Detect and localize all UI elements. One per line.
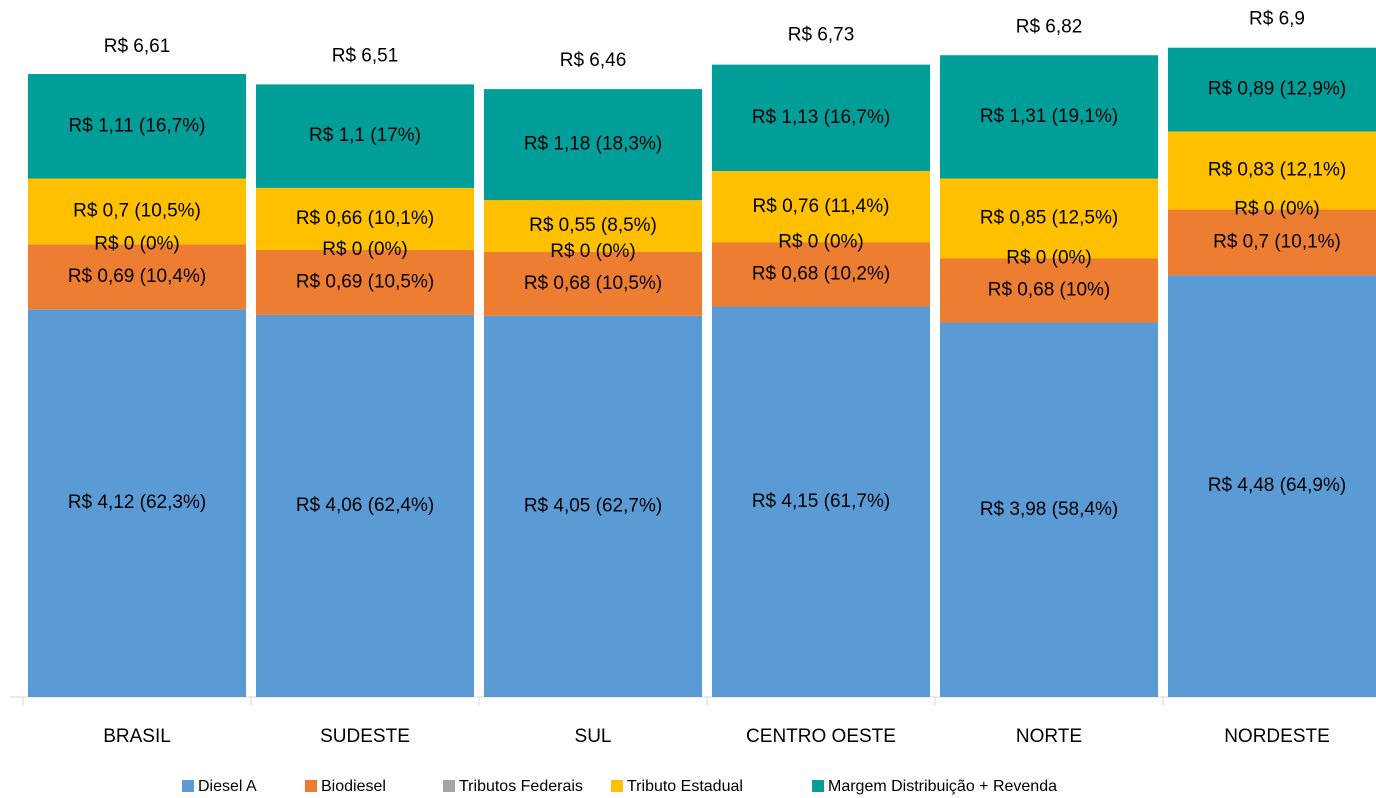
x-tick-label: SUDESTE [320, 726, 410, 747]
legend-swatch [812, 780, 824, 792]
bar-segment [1168, 47, 1376, 132]
total-label: R$ 6,73 [788, 25, 855, 46]
x-tick-label: NORDESTE [1224, 726, 1330, 747]
x-tick-label: CENTRO OESTE [746, 726, 896, 747]
data-label: R$ 0,68 (10,2%) [752, 264, 890, 285]
data-label: R$ 0,7 (10,1%) [1213, 232, 1341, 253]
data-label: R$ 0,69 (10,5%) [296, 272, 434, 293]
legend-label: Diesel A [198, 778, 257, 795]
bar-segment [940, 178, 1158, 259]
bar-segment [28, 178, 246, 245]
total-label: R$ 6,61 [104, 36, 171, 57]
legend-swatch [611, 780, 623, 792]
bar-segment [28, 309, 246, 697]
data-label: R$ 0,85 (12,5%) [980, 208, 1118, 229]
data-label: R$ 0,66 (10,1%) [296, 208, 434, 229]
bar-segment [256, 84, 474, 188]
data-label: R$ 0,68 (10,5%) [524, 273, 662, 294]
data-label: R$ 3,98 (58,4%) [980, 499, 1118, 520]
data-label: R$ 4,48 (64,9%) [1208, 475, 1346, 496]
data-label: R$ 1,31 (19,1%) [980, 106, 1118, 127]
data-label: R$ 1,18 (18,3%) [524, 134, 662, 155]
data-label: R$ 1,13 (16,7%) [752, 107, 890, 128]
data-label: R$ 0,55 (8,5%) [529, 215, 657, 236]
total-label: R$ 6,46 [560, 50, 627, 71]
x-tick-label: NORTE [1016, 726, 1082, 747]
data-label: R$ 0,69 (10,4%) [68, 266, 206, 287]
bar-segment [484, 315, 702, 697]
data-label: R$ 0 (0%) [1234, 199, 1320, 220]
bar-segment [484, 251, 702, 316]
x-tick-label: SUL [575, 726, 612, 747]
x-tick-label: BRASIL [103, 726, 171, 747]
bar-segment [940, 55, 1158, 179]
legend-label: Biodiesel [321, 778, 386, 795]
data-label: R$ 0,83 (12,1%) [1208, 160, 1346, 181]
bar-segment [256, 187, 474, 251]
legend-swatch [443, 780, 455, 792]
data-label: R$ 0,7 (10,5%) [73, 200, 201, 221]
legend-swatch [305, 780, 317, 792]
data-label: R$ 1,11 (16,7%) [69, 115, 206, 136]
data-label: R$ 1,1 (17%) [309, 125, 421, 146]
data-label: R$ 4,15 (61,7%) [752, 491, 890, 512]
bar-segment [940, 258, 1158, 323]
legend-label: Tributos Federais [459, 778, 583, 795]
bar-segment [712, 306, 930, 697]
bar-segment [484, 200, 702, 252]
bar-segment [712, 170, 930, 243]
data-label: R$ 0,68 (10%) [988, 280, 1111, 301]
bar-segment [256, 250, 474, 315]
bar-segment [1168, 131, 1376, 210]
total-label: R$ 6,82 [1016, 16, 1083, 37]
bar-segment [712, 64, 930, 171]
legend-swatch [182, 780, 194, 792]
data-label: R$ 0,89 (12,9%) [1208, 79, 1346, 100]
data-label: R$ 0 (0%) [94, 233, 180, 254]
data-label: R$ 0 (0%) [322, 239, 408, 260]
legend-label: Tributo Estadual [627, 778, 743, 795]
data-label: R$ 0 (0%) [1006, 248, 1092, 269]
total-label: R$ 6,51 [332, 45, 399, 66]
data-label: R$ 0 (0%) [778, 232, 864, 253]
bar-segment [712, 242, 930, 307]
bar-segment [1168, 209, 1376, 276]
legend-label: Margem Distribuição + Revenda [828, 778, 1057, 795]
bar-segment [256, 314, 474, 697]
bar-segment [28, 244, 246, 310]
data-label: R$ 0 (0%) [550, 241, 636, 262]
bar-segment [1168, 275, 1376, 697]
bar-segment [940, 322, 1158, 697]
data-label: R$ 4,12 (62,3%) [68, 492, 206, 513]
data-label: R$ 4,06 (62,4%) [296, 495, 434, 516]
bar-segment [28, 74, 246, 179]
bar-segment [484, 89, 702, 201]
total-label: R$ 6,9 [1249, 9, 1305, 30]
data-label: R$ 0,76 (11,4%) [753, 196, 890, 217]
data-label: R$ 4,05 (62,7%) [524, 495, 662, 516]
